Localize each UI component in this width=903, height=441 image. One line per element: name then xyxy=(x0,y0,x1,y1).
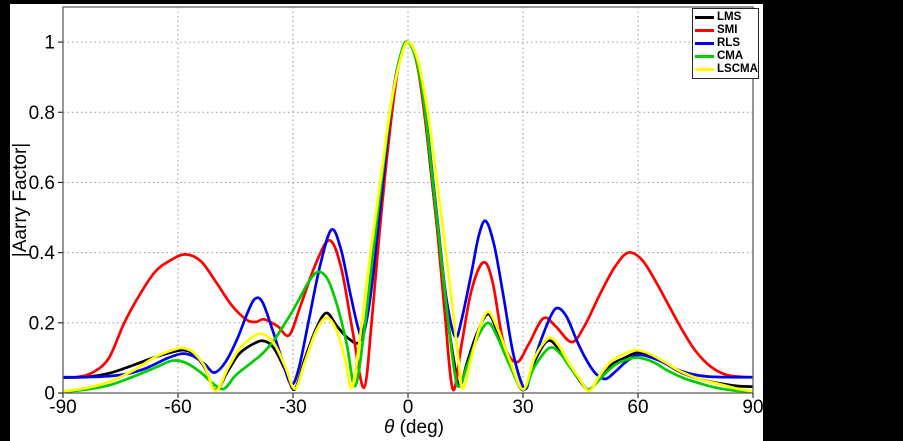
legend-label: LSCMA xyxy=(717,62,758,75)
y-tick-label: 0.2 xyxy=(29,313,55,334)
legend-entry-LSCMA: LSCMA xyxy=(695,62,758,76)
legend-entry-SMI: SMI xyxy=(695,23,758,37)
legend-entry-LMS: LMS xyxy=(695,10,758,24)
legend-line-swatch-RLS xyxy=(695,42,714,45)
legend-label: RLS xyxy=(717,36,740,49)
y-tick-label: 0 xyxy=(44,384,55,405)
x-tick-label: -30 xyxy=(279,397,306,418)
x-tick-label: 90 xyxy=(742,397,763,418)
y-tick-label: 1 xyxy=(44,33,55,54)
curve-LSCMA xyxy=(63,40,753,393)
legend-entry-RLS: RLS xyxy=(695,36,758,50)
legend-line-swatch-LSCMA xyxy=(695,68,714,71)
legend-label: LMS xyxy=(717,10,742,23)
y-tick-label: 0.4 xyxy=(29,243,56,264)
x-tick-label: -90 xyxy=(49,397,76,418)
x-axis-label: θ (deg) xyxy=(384,417,444,438)
x-tick-label: 30 xyxy=(512,397,533,418)
x-tick-label: 0 xyxy=(403,397,414,418)
legend-line-swatch-SMI xyxy=(695,29,714,32)
legend-line-swatch-LMS xyxy=(695,16,714,19)
y-tick-label: 0.8 xyxy=(29,103,55,124)
x-tick-label: -60 xyxy=(164,397,191,418)
curves-group xyxy=(63,40,753,393)
legend-entry-CMA: CMA xyxy=(695,49,758,63)
legend-line-swatch-CMA xyxy=(695,55,714,58)
legend: LMS SMI RLS CMA LSCMA xyxy=(692,8,759,79)
legend-label: SMI xyxy=(717,23,738,36)
x-tick-label: 60 xyxy=(627,397,648,418)
legend-label: CMA xyxy=(717,49,744,62)
y-tick-label: 0.6 xyxy=(29,173,55,194)
y-axis-label: |Aarry Factor| xyxy=(10,143,31,257)
